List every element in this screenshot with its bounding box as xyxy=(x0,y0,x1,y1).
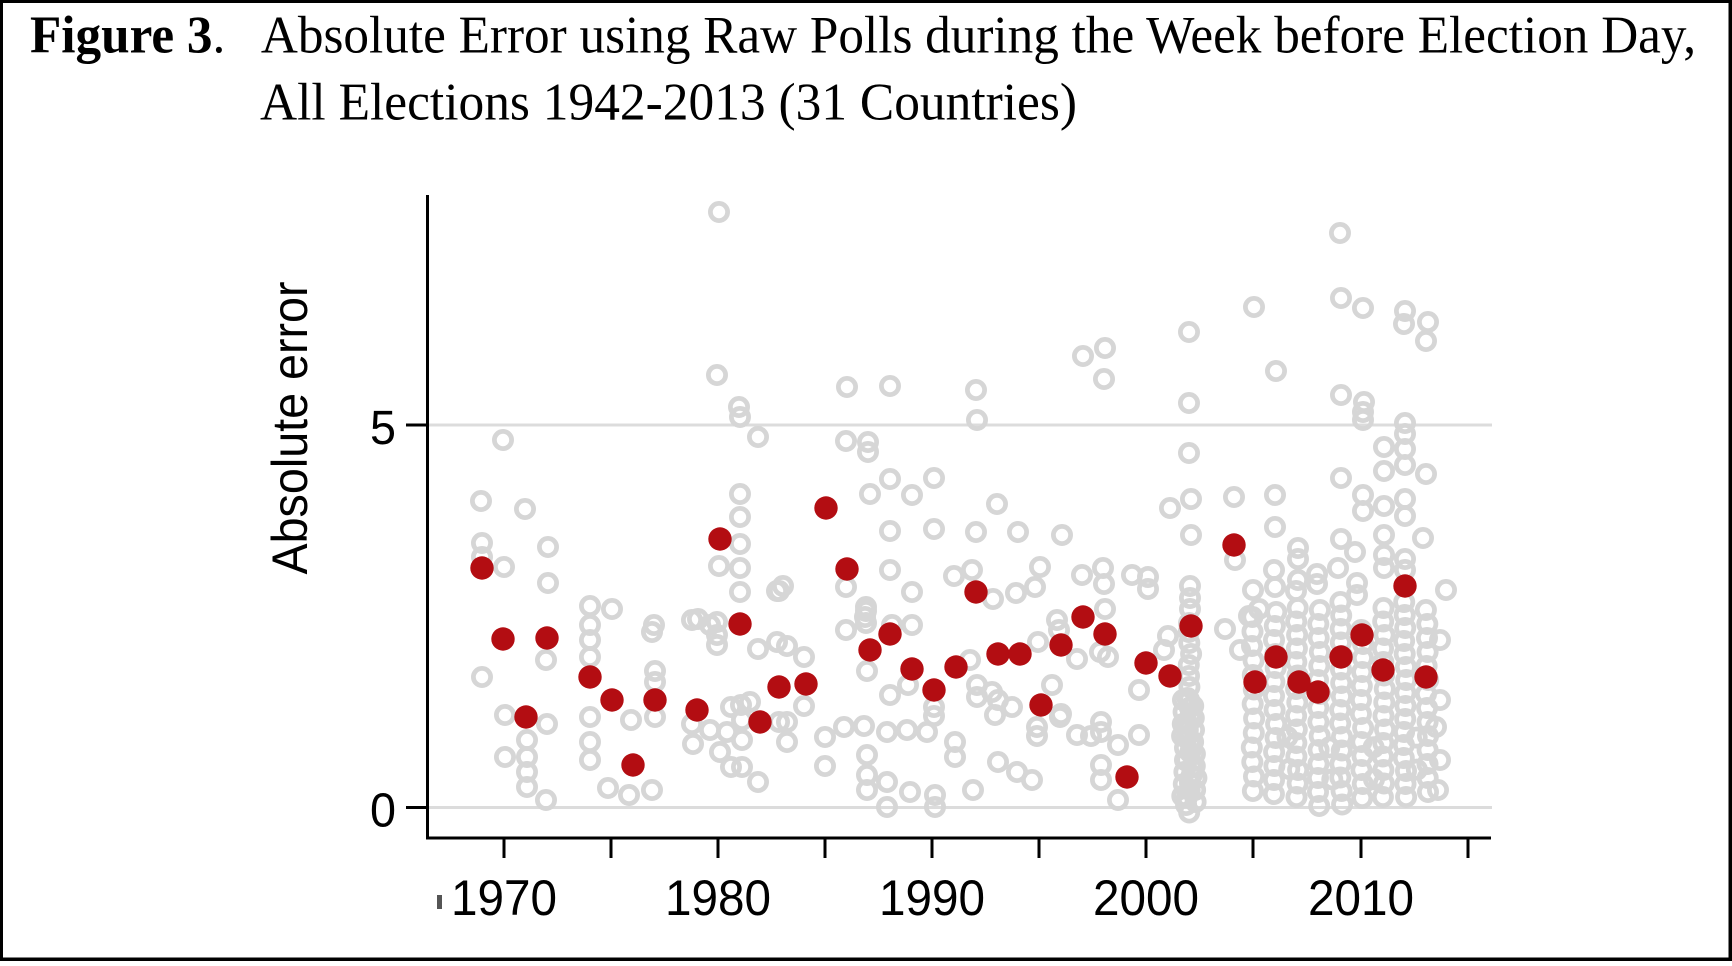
svg-text:1980: 1980 xyxy=(665,870,771,926)
svg-text:5: 5 xyxy=(370,402,396,455)
svg-text:2000: 2000 xyxy=(1093,870,1199,926)
svg-text:Figure 3. Absolute Error usi: Figure 3. Absolute Error using Raw Polls… xyxy=(30,7,1696,65)
svg-text:All Elections 1942-2013 (31 Co: All Elections 1942-2013 (31 Countries) xyxy=(260,74,1077,132)
svg-text:1970: 1970 xyxy=(451,870,557,926)
svg-text:0: 0 xyxy=(370,785,396,838)
svg-text:1990: 1990 xyxy=(879,870,985,926)
svg-text:2010: 2010 xyxy=(1308,870,1414,926)
svg-text:Absolute error: Absolute error xyxy=(262,282,318,575)
